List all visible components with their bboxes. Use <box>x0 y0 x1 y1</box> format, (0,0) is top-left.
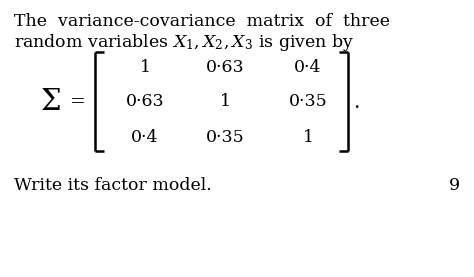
Text: 9: 9 <box>449 177 460 194</box>
Text: 0·4: 0·4 <box>294 58 322 76</box>
Text: $\Sigma$: $\Sigma$ <box>40 88 60 116</box>
Text: =: = <box>70 93 86 111</box>
Text: 0·35: 0·35 <box>206 129 245 145</box>
Text: 0·63: 0·63 <box>206 58 244 76</box>
Text: 0·4: 0·4 <box>131 129 159 145</box>
Text: .: . <box>353 93 359 112</box>
Text: 0·35: 0·35 <box>289 94 328 111</box>
Text: 1: 1 <box>219 94 230 111</box>
Text: random variables $X_1, X_2, X_3$ is given by: random variables $X_1, X_2, X_3$ is give… <box>14 32 355 53</box>
Text: The  variance-covariance  matrix  of  three: The variance-covariance matrix of three <box>14 13 390 30</box>
Text: 1: 1 <box>139 58 151 76</box>
Text: 0·63: 0·63 <box>126 94 164 111</box>
Text: Write its factor model.: Write its factor model. <box>14 177 212 194</box>
Text: 1: 1 <box>302 129 313 145</box>
